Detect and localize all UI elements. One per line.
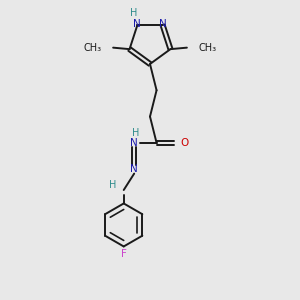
Text: N: N — [130, 164, 138, 174]
Text: CH₃: CH₃ — [84, 43, 102, 53]
Text: N: N — [134, 19, 141, 28]
Text: H: H — [109, 180, 116, 190]
Text: O: O — [180, 138, 188, 148]
Text: H: H — [132, 128, 140, 138]
Text: N: N — [159, 19, 167, 28]
Text: H: H — [130, 8, 137, 18]
Text: CH₃: CH₃ — [198, 43, 216, 53]
Text: F: F — [121, 249, 127, 259]
Text: N: N — [130, 138, 138, 148]
